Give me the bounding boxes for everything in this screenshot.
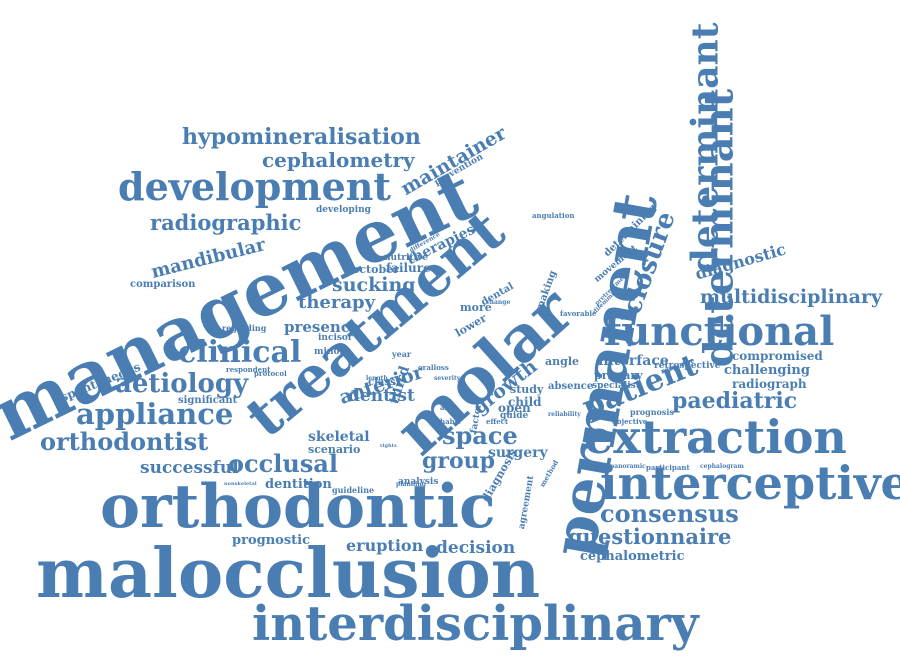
word: surgery xyxy=(488,445,548,461)
word: more xyxy=(460,301,492,314)
word: respondent xyxy=(226,365,271,374)
word: angle xyxy=(545,355,579,368)
word: nonskeletal xyxy=(224,481,257,487)
word: child xyxy=(508,395,542,409)
word: angulation xyxy=(532,211,575,220)
word: group xyxy=(422,448,496,474)
word: absence xyxy=(548,381,594,392)
word: occlusal xyxy=(228,449,338,478)
word: clinical xyxy=(178,335,302,370)
word: successful xyxy=(140,458,239,478)
word: protocol xyxy=(254,369,287,378)
word: decision xyxy=(436,538,516,558)
word: regarding xyxy=(222,323,267,333)
word: prognosis xyxy=(630,407,674,417)
word: paediatric xyxy=(672,388,798,414)
word: failure xyxy=(386,261,431,275)
word: interdisciplinary xyxy=(252,596,699,652)
word: cephalogram xyxy=(700,463,744,470)
word: primary xyxy=(594,369,643,382)
word: nutritive xyxy=(384,253,428,263)
word: developing xyxy=(316,205,371,215)
word: compromised xyxy=(732,349,823,363)
word: radiographic xyxy=(150,210,302,235)
word: multidisciplinary xyxy=(700,286,883,308)
word: oralloss xyxy=(418,363,449,372)
word: retrospective xyxy=(654,361,721,371)
word: dentition xyxy=(265,477,332,492)
word: guide xyxy=(500,411,529,421)
word: cephalometry xyxy=(262,148,415,172)
word: guideline xyxy=(332,485,375,495)
word: length xyxy=(366,375,388,382)
word: specialist xyxy=(592,381,640,391)
word: therapy xyxy=(298,292,376,313)
word: arch xyxy=(440,403,458,412)
word: minor xyxy=(314,347,345,357)
word: aetiology xyxy=(115,369,249,399)
word: functional xyxy=(604,308,835,355)
word: extraction xyxy=(584,410,847,464)
word: prognostic xyxy=(232,533,310,548)
word: scenario xyxy=(308,443,361,456)
word: interface xyxy=(598,353,669,369)
word: agreement xyxy=(517,474,537,531)
word: hypomineralisation xyxy=(182,124,421,150)
word: open xyxy=(498,401,531,415)
word: questionnaire xyxy=(568,524,732,549)
word: participant xyxy=(646,463,690,472)
word: change xyxy=(486,299,511,306)
word: appliance xyxy=(76,397,234,431)
word: analysis xyxy=(398,477,439,487)
word: comparison xyxy=(130,279,196,290)
word: skeletal xyxy=(308,429,370,445)
word: objective xyxy=(612,417,648,426)
word: favorable xyxy=(560,309,597,318)
word: significant xyxy=(178,395,238,406)
word: year xyxy=(392,349,412,359)
word: class xyxy=(368,377,396,388)
word: malocclusion xyxy=(36,534,541,614)
word: effect xyxy=(486,417,509,426)
word: sucking xyxy=(332,274,416,296)
word: severity xyxy=(434,375,461,382)
word: radiograph xyxy=(732,377,807,391)
word: orthodontic xyxy=(100,472,496,542)
word: presence xyxy=(284,318,360,336)
word: development xyxy=(118,164,391,209)
word: incisor xyxy=(318,333,353,343)
word: study xyxy=(510,383,544,396)
word: eruption xyxy=(346,536,424,555)
word: october xyxy=(352,263,399,276)
word: challenging xyxy=(724,363,810,378)
word: panoramic xyxy=(610,463,646,470)
word: interceptive xyxy=(600,456,900,510)
word: planning xyxy=(396,481,426,488)
word: dentist xyxy=(348,386,415,406)
word: reliability xyxy=(548,411,581,418)
word: orthodontist xyxy=(40,427,209,456)
word: cephalometric xyxy=(580,549,685,564)
word: consensus xyxy=(600,499,739,528)
word: rights xyxy=(380,443,397,449)
word: space xyxy=(442,421,518,450)
word: habit xyxy=(440,417,461,426)
